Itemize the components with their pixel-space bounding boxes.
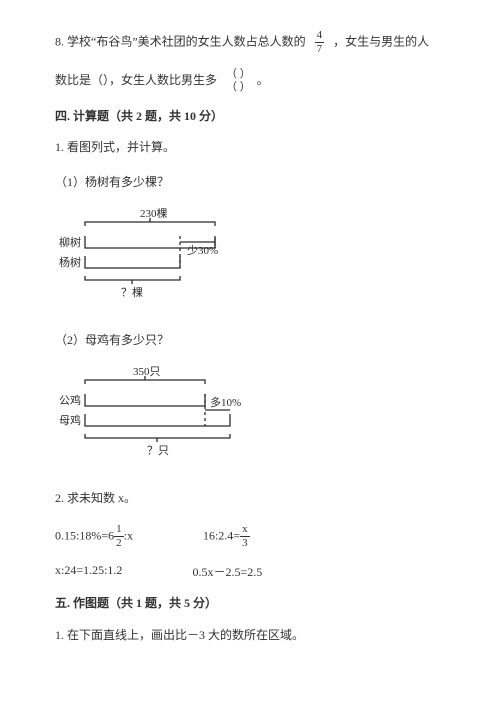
eq1: 0.15:18%=612:x bbox=[55, 524, 133, 549]
section5-title: 五. 作图题（共 1 题，共 5 分） bbox=[55, 594, 450, 611]
eq1-den: 2 bbox=[114, 537, 124, 549]
s4-q1-p2: （2）母鸡有多少只？ bbox=[55, 331, 450, 348]
s4-q2-stem: 2. 求未知数 x。 bbox=[55, 489, 450, 506]
eq-row-2: x:24=1.25:1.2 0.5x－2.5=2.5 bbox=[55, 563, 450, 580]
eq3: x:24=1.25:1.2 bbox=[55, 563, 122, 580]
d1-row2-label: 杨树 bbox=[59, 255, 81, 269]
eq1-a: 0.15:18%=6 bbox=[55, 528, 114, 542]
eq1-num: 1 bbox=[114, 524, 124, 537]
eq2: 16:2.4=x3 bbox=[203, 524, 250, 549]
q8-l2b: ），女生人数比男生多 bbox=[103, 73, 217, 87]
d2-row2-label: 母鸡 bbox=[59, 413, 81, 427]
d1-top-label: 230棵 bbox=[140, 208, 168, 220]
d1-bottom-label: ？棵 bbox=[121, 285, 143, 299]
q8-line1: 8. 学校“布谷鸟”美术社团的女生人数占总人数的 4 7 ，女生与男生的人 bbox=[55, 30, 450, 55]
s4-q1-p1: （1）杨树有多少棵？ bbox=[55, 173, 450, 190]
d2-row1-label: 公鸡 bbox=[59, 393, 81, 407]
eq2-den: 3 bbox=[240, 537, 250, 549]
eq4: 0.5x－2.5=2.5 bbox=[192, 563, 262, 580]
eq2-frac: x3 bbox=[240, 524, 250, 549]
q8-prefix: 8. 学校“布谷鸟”美术社团的女生人数占总人数的 bbox=[55, 34, 306, 48]
section4-title: 四. 计算题（共 2 题，共 10 分） bbox=[55, 107, 450, 124]
s5-q1: 1. 在下面直线上，画出比－3 大的数所在区域。 bbox=[55, 625, 450, 647]
q8-fraction: 4 7 bbox=[315, 30, 325, 55]
d2-bottom-label: ？只 bbox=[147, 445, 169, 457]
eq1-b: :x bbox=[124, 528, 133, 542]
d2-top-label: 350只 bbox=[133, 366, 161, 378]
diagram-2: 350只 公鸡 母鸡 多10% ？只 bbox=[55, 366, 265, 461]
q8-curly-top: （ ） bbox=[226, 69, 251, 81]
eq2-num: x bbox=[240, 524, 250, 537]
s4-q1-stem: 1. 看图列式，并计算。 bbox=[55, 138, 450, 155]
d1-side-label: 少30% bbox=[187, 244, 218, 257]
q8-period: 。 bbox=[257, 73, 269, 87]
q8-l2a: 数比是（ bbox=[55, 73, 103, 87]
q8-curly-fraction: （ ） （ ） bbox=[226, 69, 251, 93]
q8-after: ，女生与男生的人 bbox=[333, 34, 429, 48]
diagram-1: 230棵 柳树 杨树 少30% ？棵 bbox=[55, 208, 255, 303]
eq-row-1: 0.15:18%=612:x 16:2.4=x3 bbox=[55, 524, 450, 549]
q8-frac-num: 4 bbox=[315, 30, 325, 43]
q8-line2: 数比是（ ），女生人数比男生多 （ ） （ ） 。 bbox=[55, 69, 450, 93]
d2-side-label: 多10% bbox=[210, 395, 241, 409]
eq1-frac: 12 bbox=[114, 524, 124, 549]
q8-frac-den: 7 bbox=[315, 43, 325, 55]
d1-row1-label: 柳树 bbox=[59, 235, 81, 249]
eq2-a: 16:2.4= bbox=[203, 528, 240, 542]
q8-curly-bot: （ ） bbox=[226, 81, 251, 93]
